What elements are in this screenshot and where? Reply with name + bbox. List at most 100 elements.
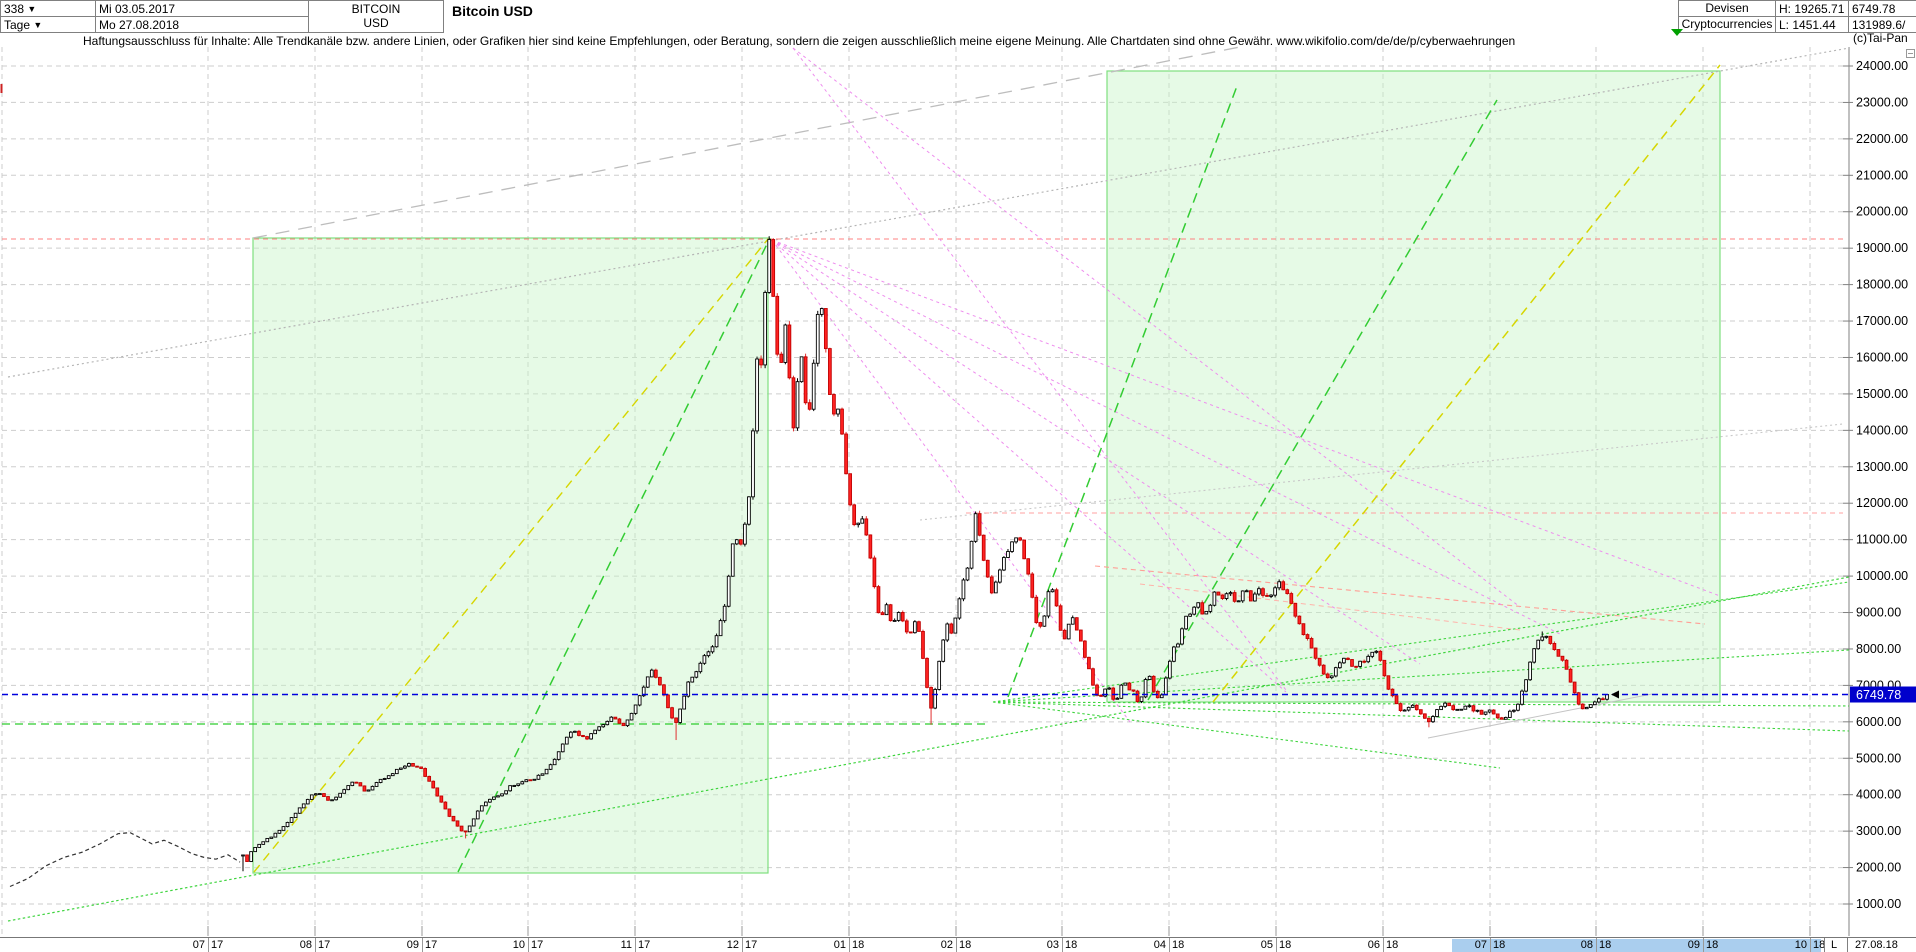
year-label: 17 (531, 939, 544, 951)
low-value: L: 1451.44 (1779, 18, 1836, 32)
price-badge-value: 6749.78 (1856, 688, 1901, 702)
year-label: 18 (1493, 939, 1506, 951)
price-axis-label: 18000.00 (1856, 278, 1908, 292)
candles-layer (241, 236, 1609, 872)
price-axis-label: 20000.00 (1856, 205, 1908, 219)
month-tick (742, 938, 743, 952)
price-axis-label: 6000.00 (1856, 715, 1901, 729)
month-label: 08 (1580, 939, 1593, 951)
month-label: 04 (1153, 939, 1166, 951)
month-tick (956, 938, 957, 952)
month-label: 11 (620, 939, 632, 951)
price-axis-label: 14000.00 (1856, 423, 1908, 437)
price-axis-label: 11000.00 (1856, 533, 1907, 547)
magenta-fan-1 (771, 239, 1131, 723)
month-label: 12 (726, 939, 739, 951)
year-label: 17 (211, 939, 224, 951)
month-label: 10 (1794, 939, 1807, 951)
month-label: 05 (1260, 939, 1273, 951)
symbol-currency: USD (363, 16, 389, 30)
end-date-cell[interactable]: Mo 27.08.2018 (95, 16, 309, 33)
month-tick (1703, 938, 1704, 952)
month-tick (422, 938, 423, 952)
period-value: Tage (4, 18, 31, 32)
symbol-name: BITCOIN (351, 2, 401, 16)
price-axis-label: 23000.00 (1856, 95, 1908, 109)
yellow-channel-2017 (253, 238, 769, 873)
scroll-range-highlight[interactable] (1452, 939, 1821, 952)
month-label: 07 (1474, 939, 1487, 951)
month-label: 08 (299, 939, 312, 951)
x-axis-strip: 07 17 08 17 09 17 10 17 11 17 12 17 01 18 02 18 03 18 04 18… (0, 937, 1916, 952)
yellow-steep-2018 (1212, 64, 1721, 703)
month-tick (1810, 938, 1811, 952)
month-tick (635, 938, 636, 952)
group-subname: Cryptocurrencies (1681, 17, 1773, 31)
green-channel-2017 (457, 237, 771, 873)
collapse-box-icon[interactable] (1906, 49, 1915, 58)
price-axis-label: 22000.00 (1856, 132, 1908, 146)
month-label: 10 (512, 939, 525, 951)
end-date: Mo 27.08.2018 (99, 18, 180, 32)
group-cell-bottom: Cryptocurrencies (1678, 16, 1776, 33)
disclaimer-text: Haftungsausschluss für Inhalte: Alle Tre… (83, 34, 1516, 48)
symbol-cell[interactable]: BITCOIN USD (308, 0, 444, 33)
price-badge (1850, 686, 1916, 703)
last-marker-label: L (1831, 939, 1838, 951)
month-tick (1490, 938, 1491, 952)
month-tick (208, 938, 209, 952)
group-name: Devisen (1705, 1, 1749, 15)
month-tick (1062, 938, 1063, 952)
year-label: 17 (638, 939, 651, 951)
bar-count-value: 338 (4, 2, 25, 16)
month-tick (1169, 938, 1170, 952)
year-label: 18 (852, 939, 865, 951)
year-label: 18 (1813, 939, 1826, 951)
salmon-decline-a (1094, 565, 1706, 625)
price-axis-label: 10000.00 (1856, 569, 1908, 583)
turnover-cell: 131989.6/ (1848, 16, 1916, 33)
month-label: 01 (833, 939, 846, 951)
month-tick (849, 938, 850, 952)
green-ray-1 (992, 581, 1850, 703)
month-tick (1276, 938, 1277, 952)
price-axis-label: 24000.00 (1856, 59, 1908, 73)
divider (1824, 938, 1825, 952)
year-label: 18 (1386, 939, 1399, 951)
history-close-line (9, 831, 241, 888)
group-cell-top: Devisen (1678, 0, 1776, 17)
price-axis-label: 17000.00 (1856, 314, 1908, 328)
page-title: Bitcoin USD (452, 3, 533, 19)
month-label: 03 (1046, 939, 1059, 951)
price-axis-label: 21000.00 (1856, 168, 1908, 182)
gray-dashed-long (252, 46, 1241, 239)
last-close-arrow-icon (1611, 690, 1619, 699)
year-label: 17 (425, 939, 438, 951)
green-steep-2018-b (1147, 99, 1498, 701)
year-label: 17 (745, 939, 758, 951)
chevron-down-icon: ▼ (27, 4, 37, 14)
month-tick (1596, 938, 1597, 952)
copyright-label: (c)Tai-Pan (1853, 31, 1908, 45)
month-label: 06 (1367, 939, 1380, 951)
price-axis-label: 3000.00 (1856, 824, 1901, 838)
last-price: 6749.78 (1852, 2, 1896, 16)
year-label: 18 (1279, 939, 1292, 951)
price-axis-label: 19000.00 (1856, 241, 1908, 255)
price-axis-label: 12000.00 (1856, 496, 1908, 510)
salmon-decline-b (1139, 583, 1521, 631)
magenta-fan-3 (771, 239, 1421, 665)
month-label: 02 (940, 939, 953, 951)
last-date-label: 27.08.18 (1855, 939, 1898, 951)
year-label: 18 (1706, 939, 1719, 951)
start-date: Mi 03.05.2017 (99, 2, 176, 16)
gray-dotted-long (7, 47, 1850, 378)
green-ray-4 (992, 701, 1850, 732)
price-axis-label: 8000.00 (1856, 642, 1901, 656)
month-tick (528, 938, 529, 952)
price-axis-label: 16000.00 (1856, 350, 1908, 364)
period-dropdown[interactable]: Tage ▼ (0, 16, 96, 33)
year-label: 18 (1065, 939, 1078, 951)
